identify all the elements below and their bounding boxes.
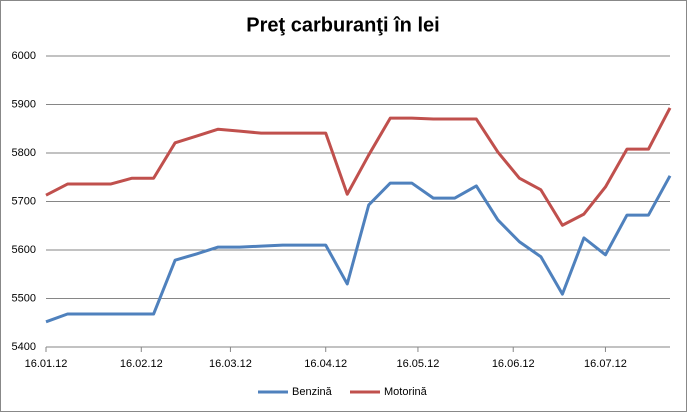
line-series [45, 107, 672, 227]
y-tick-label: 5800 [12, 147, 36, 159]
legend-label: Motorină [384, 386, 428, 398]
line-series [45, 175, 672, 324]
x-tick-label: 16.05.12 [397, 358, 440, 370]
chart-title: Preţ carburanţi în lei [246, 14, 439, 36]
y-tick-label: 5900 [12, 98, 36, 110]
x-tick-label: 16.03.12 [209, 358, 252, 370]
x-tick-label: 16.06.12 [492, 358, 535, 370]
legend-label: Benzină [292, 386, 333, 398]
x-tick-label: 16.04.12 [304, 358, 347, 370]
y-tick-label: 5700 [12, 195, 36, 207]
y-tick-label: 6000 [12, 50, 36, 62]
y-tick-label: 5600 [12, 244, 36, 256]
y-tick-label: 5500 [12, 292, 36, 304]
x-tick-label: 16.01.12 [25, 358, 68, 370]
x-tick-label: 16.02.12 [120, 358, 163, 370]
y-tick-label: 5400 [12, 341, 36, 353]
x-tick-label: 16.07.12 [584, 358, 627, 370]
